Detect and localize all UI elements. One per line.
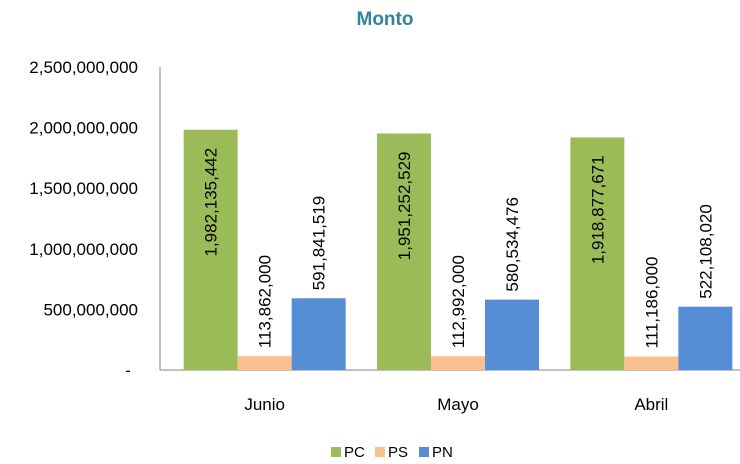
bar-pc-mayo	[377, 133, 431, 370]
bar-ps-abril	[624, 356, 679, 370]
legend-label: PC	[344, 444, 365, 461]
data-label: 111,186,000	[642, 257, 661, 349]
data-label: 580,534,476	[503, 197, 522, 292]
data-label: 1,918,877,671	[588, 155, 607, 264]
data-label: 1,951,252,529	[395, 152, 414, 261]
data-label: 1,982,135,442	[202, 148, 221, 257]
y-tick-label: 2,500,000,000	[29, 58, 138, 77]
y-tick-label: 500,000,000	[43, 300, 138, 319]
legend-swatch-pc	[331, 447, 341, 457]
y-tick-label: 2,000,000,000	[29, 119, 138, 138]
data-label: 113,862,000	[256, 255, 275, 348]
x-tick-label: Abril	[634, 395, 668, 414]
legend-swatch-pn	[419, 447, 429, 457]
bar-pc-junio	[183, 129, 238, 370]
legend: PC PS PN	[331, 444, 453, 461]
y-tick-label: 1,500,000,000	[29, 179, 138, 198]
bar-pn-abril	[678, 306, 733, 370]
x-tick-label: Junio	[244, 395, 285, 414]
data-labels: 1,982,135,442 113,862,000 591,841,519 1,951…	[202, 148, 716, 349]
legend-swatch-ps	[375, 447, 385, 457]
bar-ps-junio	[237, 356, 292, 370]
bar-pn-mayo	[485, 299, 539, 370]
data-label: 591,841,519	[310, 196, 329, 291]
legend-label: PS	[388, 444, 408, 461]
legend-label: PN	[432, 444, 453, 461]
x-tick-label: Mayo	[437, 395, 479, 414]
data-label: 112,992,000	[449, 255, 468, 348]
axes: - 500,000,000 1,000,000,000 1,500,000,000 2,…	[29, 58, 740, 414]
chart-title: Monto	[357, 9, 414, 30]
data-label: 522,108,020	[696, 204, 715, 299]
y-tick-label: -	[125, 361, 131, 380]
y-tick-label: 1,000,000,000	[29, 240, 138, 259]
bars	[183, 129, 733, 370]
bar-pc-abril	[570, 137, 625, 370]
bar-pn-junio	[291, 298, 346, 370]
bar-ps-mayo	[431, 356, 485, 370]
